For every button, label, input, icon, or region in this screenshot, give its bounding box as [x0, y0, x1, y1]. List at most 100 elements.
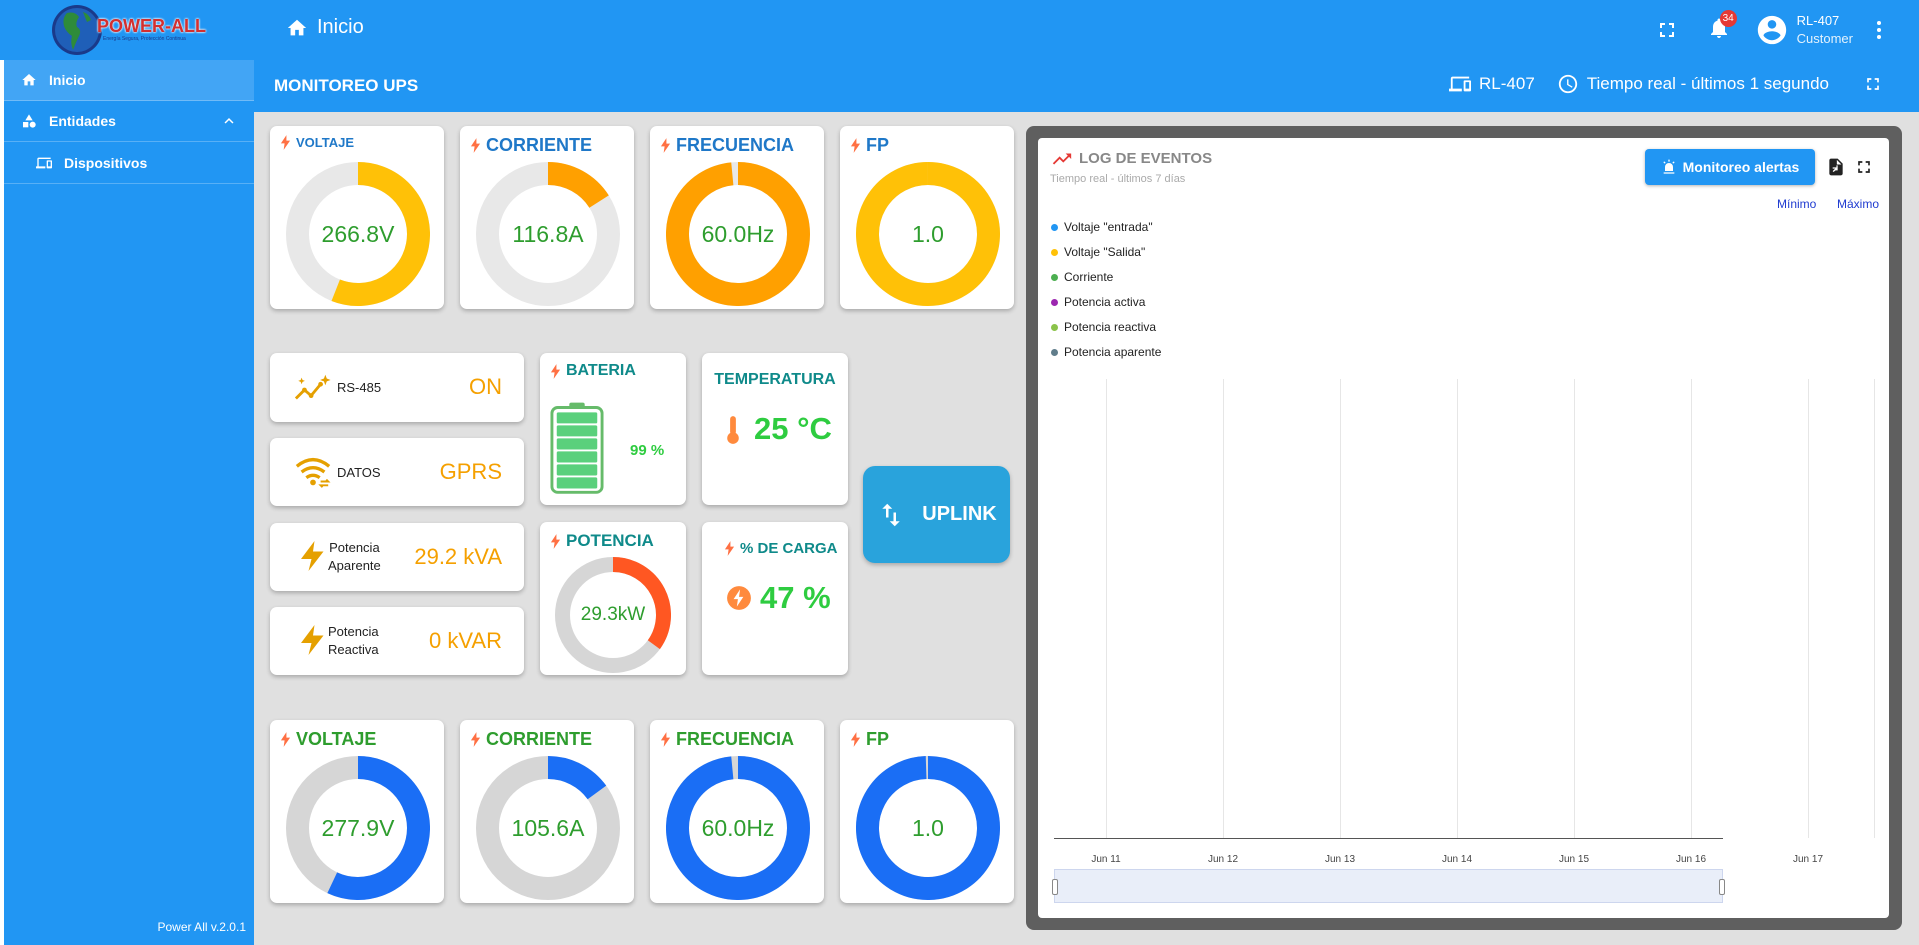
- gauge-value: 60.0Hz: [701, 220, 775, 247]
- bateria-value: 99 %: [630, 442, 665, 459]
- sidebar-item-label: Inicio: [49, 72, 86, 88]
- gauge-title: FP: [866, 729, 890, 749]
- sidebar-item-dispositivos[interactable]: Dispositivos: [4, 142, 254, 184]
- bateria-title: BATERIA: [566, 362, 636, 379]
- gauge-title: VOLTAJE: [296, 135, 355, 150]
- device-selector[interactable]: RL-407: [1479, 74, 1535, 93]
- bolt-icon: [850, 732, 861, 747]
- grid-line: [1340, 379, 1341, 838]
- gauge-title-row: FRECUENCIA: [660, 135, 794, 156]
- datos-label: DATOS: [337, 465, 381, 480]
- x-tick-label: Jun 13: [1324, 854, 1356, 865]
- swap-vert-icon: [882, 503, 901, 526]
- bolt-icon: [660, 138, 671, 153]
- grid-line: [1574, 379, 1575, 838]
- notifications-button[interactable]: 34: [1707, 9, 1737, 45]
- top-bar: POWER-ALL Energía Segura, Protección Con…: [0, 0, 1919, 60]
- x-tick-label: Jun 14: [1441, 854, 1473, 865]
- battery-icon: [550, 402, 604, 494]
- legend-label: Potencia activa: [1064, 295, 1146, 309]
- potencia-gauge-ring: [555, 557, 671, 673]
- user-name: RL-407: [1796, 13, 1840, 28]
- potencia-card: POTENCIA 29.3kW: [540, 522, 686, 675]
- fullscreen-icon[interactable]: [1863, 73, 1883, 95]
- gauge-ring: [286, 756, 430, 900]
- entities-icon: [23, 114, 36, 128]
- page-title: Inicio: [286, 16, 364, 39]
- legend-swatch: [1051, 223, 1058, 231]
- grid-line: [1223, 379, 1224, 838]
- uplink-button[interactable]: UPLINK: [863, 466, 1010, 563]
- bolt-icon: [280, 135, 291, 150]
- notification-badge: 34: [1719, 9, 1737, 27]
- home-icon: [287, 19, 307, 35]
- dashboard-header-actions: RL-407 Tiempo real - últimos 1 segundo: [1449, 73, 1883, 95]
- gauge-value: 105.6A: [511, 814, 585, 841]
- gauge-title: CORRIENTE: [486, 729, 593, 749]
- charge-circle-icon: [727, 586, 751, 610]
- app-version: Power All v.2.0.1: [157, 920, 247, 934]
- potencia-title: POTENCIA: [566, 531, 654, 550]
- zoom-handle-left[interactable]: [1052, 879, 1058, 895]
- legend-label: Potencia aparente: [1064, 345, 1162, 359]
- bolt-icon: [470, 732, 481, 747]
- gauge-card-corriente: CORRIENTE 105.6A: [460, 720, 634, 903]
- uplink-label: UPLINK: [922, 503, 997, 525]
- gauge-value: 266.8V: [321, 220, 395, 247]
- devices-icon: [36, 157, 52, 168]
- gauge-arc: [666, 162, 810, 306]
- log-chart-card: LOG DE EVENTOS Tiempo real - últimos 7 d…: [1038, 138, 1889, 918]
- chevron-up-icon[interactable]: [220, 112, 238, 130]
- gauge-card-fp: FP 1.0: [840, 126, 1014, 309]
- export-file-icon[interactable]: [1826, 157, 1846, 177]
- gauge-arc: [666, 756, 810, 900]
- potencia-arc: [612, 557, 671, 650]
- monitoreo-alertas-button[interactable]: Monitoreo alertas: [1645, 149, 1815, 185]
- legend-item[interactable]: Voltaje "entrada": [1051, 220, 1153, 234]
- sidebar: Inicio Entidades Dispositivos Power All …: [4, 60, 254, 945]
- battery-cell: [556, 464, 598, 476]
- power-all-logo[interactable]: [45, 3, 215, 57]
- user-info: RL-407 Customer: [1797, 12, 1853, 48]
- user-menu[interactable]: RL-407 Customer: [1755, 12, 1853, 48]
- gauge-ring: [666, 162, 810, 306]
- legend-item[interactable]: Potencia activa: [1051, 295, 1145, 309]
- user-role: Customer: [1796, 31, 1853, 46]
- legend-item[interactable]: Corriente: [1051, 270, 1113, 284]
- rs485-card: RS-485 ON: [270, 353, 524, 422]
- legend-swatch: [1051, 323, 1058, 331]
- fullscreen-icon[interactable]: [1655, 18, 1679, 42]
- sidebar-item-entidades[interactable]: Entidades: [4, 101, 254, 142]
- account-icon: [1757, 15, 1786, 45]
- wifi-sync-icon: [295, 457, 331, 488]
- bolt-icon: [550, 533, 561, 549]
- top-actions: 34 RL-407 Customer: [1655, 0, 1919, 60]
- gauge-card-fp: FP 1.0: [840, 720, 1014, 903]
- potencia-reactiva-label-1: Potencia: [328, 624, 379, 639]
- zoom-handle-right[interactable]: [1719, 879, 1725, 895]
- rs485-label: RS-485: [337, 380, 382, 395]
- potencia-aparente-label-1: Potencia: [329, 540, 380, 555]
- gauge-ring: [856, 756, 1000, 900]
- fullscreen-icon[interactable]: [1854, 157, 1874, 177]
- legend-item[interactable]: Potencia aparente: [1051, 345, 1161, 359]
- bolt-icon: [724, 541, 735, 556]
- legend-item[interactable]: Potencia reactiva: [1051, 320, 1156, 334]
- x-tick-label: Jun 11: [1091, 854, 1121, 865]
- gauge-ring: [666, 756, 810, 900]
- legend-swatch: [1051, 298, 1058, 306]
- more-vert-icon[interactable]: [1867, 18, 1891, 42]
- x-tick-label: Jun 12: [1207, 854, 1239, 865]
- x-tick-label: Jun 16: [1675, 854, 1707, 865]
- time-range-selector[interactable]: Tiempo real - últimos 1 segundo: [1586, 74, 1829, 93]
- chart-zoom-slider[interactable]: [1052, 869, 1725, 903]
- legend-item[interactable]: Voltaje "Salida": [1051, 245, 1145, 259]
- alarm-icon: [1662, 159, 1675, 174]
- potencia-value: 29.3kW: [580, 604, 646, 625]
- carga-card: % DE CARGA 47 %: [702, 522, 848, 675]
- carga-title-row: % DE CARGA: [724, 540, 838, 557]
- temperatura-card: TEMPERATURA 25 °C: [702, 353, 848, 505]
- sidebar-item-inicio[interactable]: Inicio: [4, 60, 254, 101]
- dashboard-title: MONITOREO UPS: [274, 76, 419, 95]
- datos-card: DATOS GPRS: [270, 438, 524, 506]
